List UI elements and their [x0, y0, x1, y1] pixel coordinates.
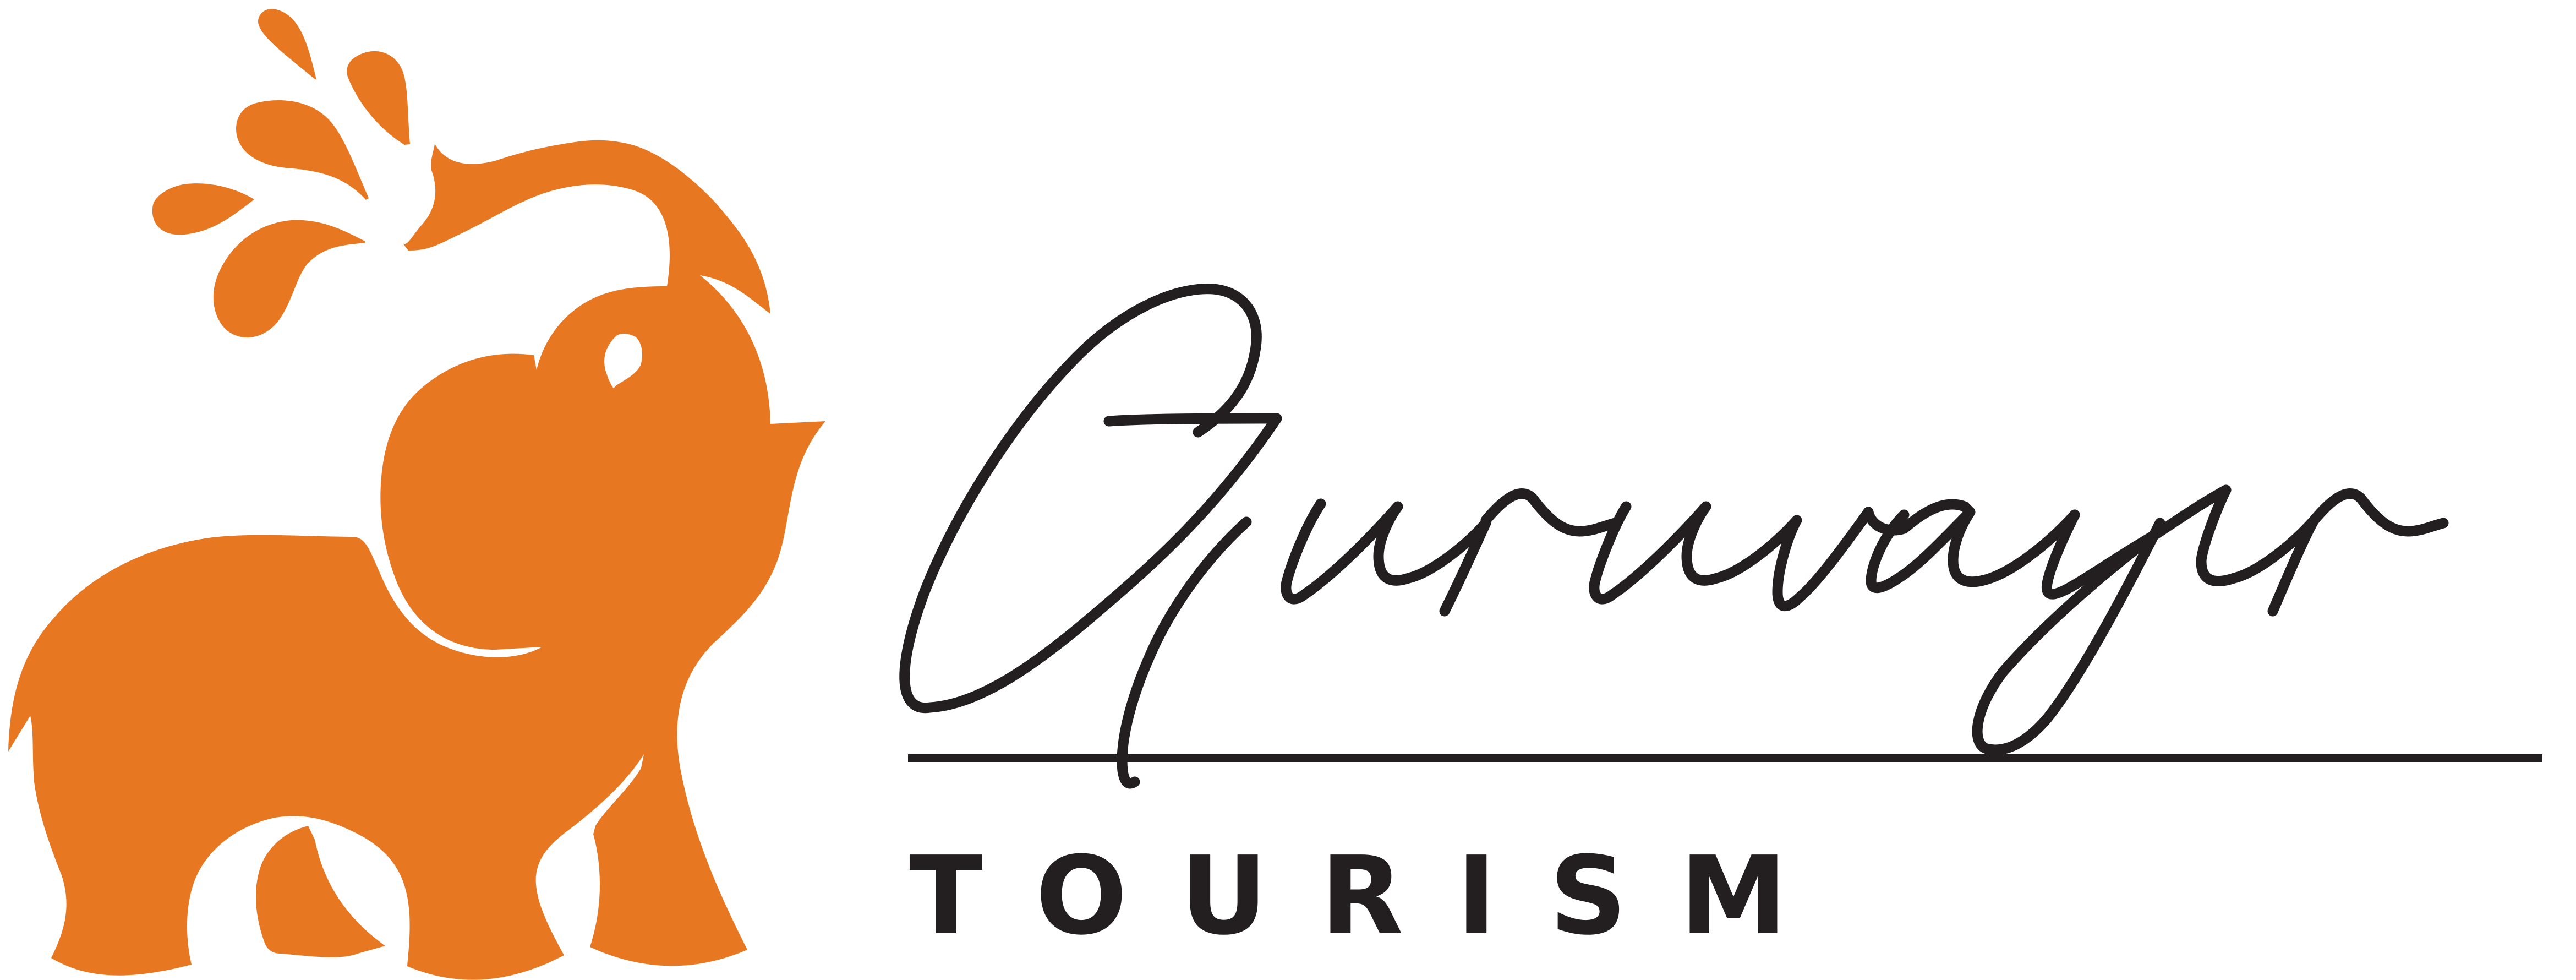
- water-droplet-icon: [258, 9, 316, 80]
- elephant-spraying-water-icon: [8, 9, 825, 980]
- elephant-rear-leg: [255, 826, 385, 957]
- elephant-eye: [604, 334, 642, 388]
- underline-rule: [908, 754, 2542, 762]
- elephant-body: [8, 140, 825, 980]
- water-droplet-icon: [152, 183, 254, 235]
- water-droplet-icon: [213, 220, 365, 338]
- water-droplet-icon: [347, 51, 410, 145]
- script-name-guruvayur: [899, 284, 2449, 789]
- water-droplet-icon: [236, 100, 369, 200]
- tagline: TOURISM: [909, 834, 1840, 959]
- wordmark: TOURISM: [899, 284, 2542, 959]
